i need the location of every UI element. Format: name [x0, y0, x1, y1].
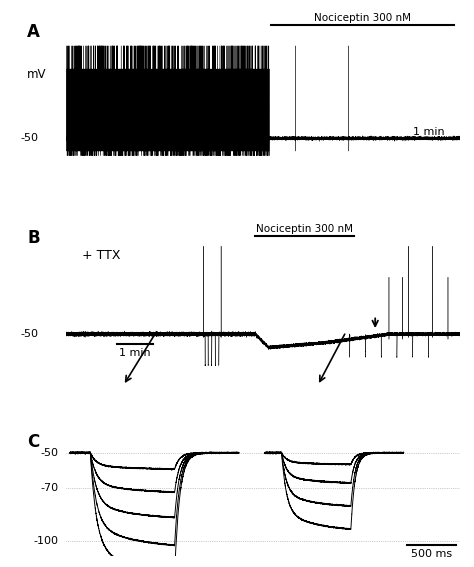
Text: mV: mV: [27, 68, 46, 81]
Text: -100: -100: [34, 536, 58, 547]
Text: B: B: [27, 229, 40, 247]
Text: 500 ms: 500 ms: [411, 548, 452, 558]
Text: + TTX: + TTX: [82, 249, 120, 262]
Text: -50: -50: [21, 329, 39, 339]
Text: A: A: [27, 23, 40, 41]
Text: -50: -50: [21, 133, 39, 143]
Text: C: C: [27, 433, 39, 451]
Text: 1 min: 1 min: [413, 126, 445, 137]
Text: 1 min: 1 min: [119, 348, 151, 358]
Text: Nociceptin 300 nM: Nociceptin 300 nM: [256, 225, 353, 234]
Text: -70: -70: [40, 483, 58, 493]
Text: Nociceptin 300 nM: Nociceptin 300 nM: [314, 13, 411, 23]
Text: -50: -50: [40, 448, 58, 458]
